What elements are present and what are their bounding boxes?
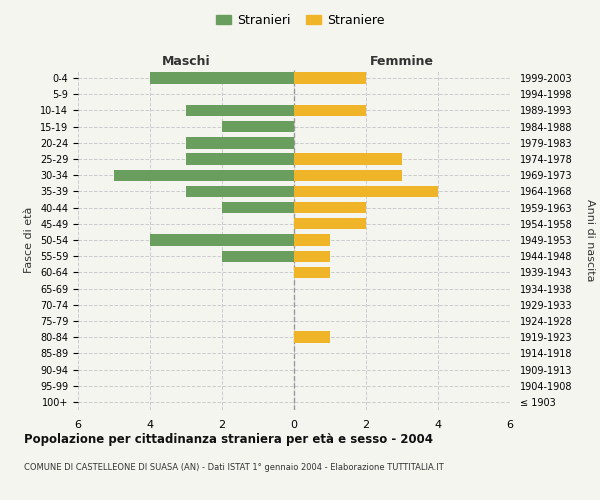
Bar bbox=[294, 154, 402, 164]
Bar bbox=[294, 170, 402, 181]
Bar bbox=[150, 72, 294, 84]
Text: COMUNE DI CASTELLEONE DI SUASA (AN) - Dati ISTAT 1° gennaio 2004 - Elaborazione : COMUNE DI CASTELLEONE DI SUASA (AN) - Da… bbox=[24, 462, 444, 471]
Bar bbox=[294, 250, 330, 262]
Bar bbox=[294, 332, 330, 343]
Y-axis label: Anni di nascita: Anni di nascita bbox=[584, 198, 595, 281]
Bar bbox=[294, 234, 330, 246]
Bar bbox=[294, 218, 366, 230]
Bar bbox=[186, 154, 294, 164]
Bar bbox=[294, 186, 438, 197]
Bar bbox=[294, 202, 366, 213]
Bar bbox=[186, 137, 294, 148]
Text: Popolazione per cittadinanza straniera per età e sesso - 2004: Popolazione per cittadinanza straniera p… bbox=[24, 432, 433, 446]
Bar bbox=[222, 250, 294, 262]
Bar bbox=[186, 105, 294, 116]
Bar bbox=[186, 186, 294, 197]
Bar bbox=[294, 266, 330, 278]
Bar bbox=[294, 72, 366, 84]
Bar bbox=[294, 105, 366, 116]
Bar bbox=[114, 170, 294, 181]
Bar bbox=[222, 202, 294, 213]
Bar bbox=[222, 121, 294, 132]
Bar bbox=[150, 234, 294, 246]
Text: Maschi: Maschi bbox=[161, 56, 211, 68]
Legend: Stranieri, Straniere: Stranieri, Straniere bbox=[211, 8, 389, 32]
Text: Femmine: Femmine bbox=[370, 56, 434, 68]
Y-axis label: Fasce di età: Fasce di età bbox=[25, 207, 34, 273]
